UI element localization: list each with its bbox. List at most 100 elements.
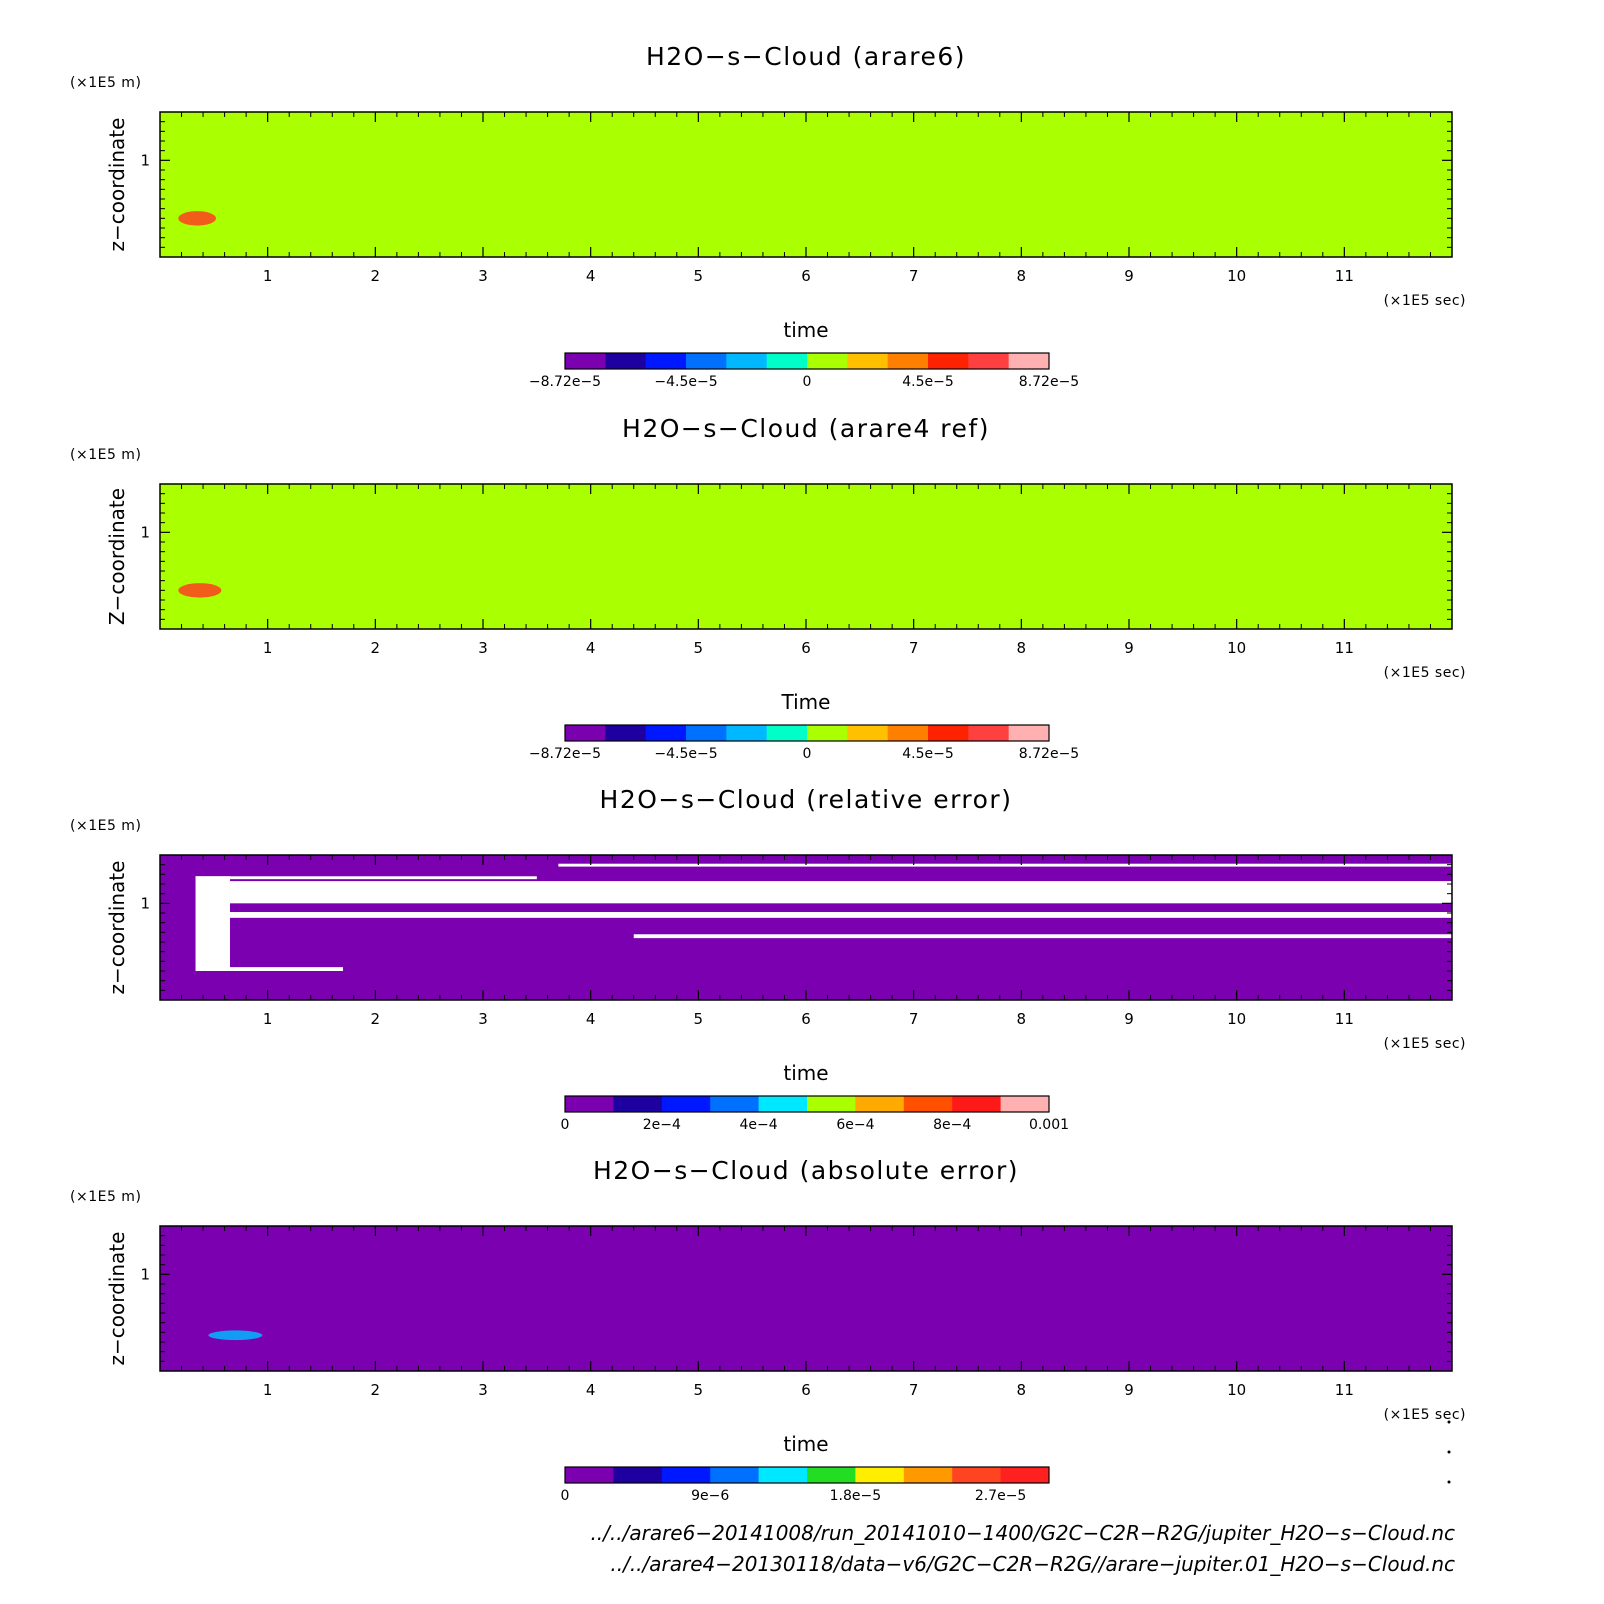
colorbar-frame — [564, 1466, 1050, 1484]
colorbar-cell — [1008, 353, 1050, 369]
colorbar-cell — [855, 1096, 905, 1112]
colorbar-cell — [686, 725, 727, 741]
x-tick-label: 8 — [1017, 1010, 1027, 1028]
chart-title: H2O−s−Cloud (relative error) — [600, 785, 1013, 814]
x-tick-label: 2 — [371, 267, 381, 285]
colorbar-cell — [645, 725, 687, 741]
x-unit-label: (×1E5 sec) — [1384, 293, 1466, 309]
colorbar-cell — [613, 1096, 663, 1112]
x-tick-label: 10 — [1227, 639, 1246, 657]
colorbar-cell — [887, 725, 929, 741]
blank-region — [197, 967, 344, 971]
x-tick-label: 4 — [586, 267, 596, 285]
y-unit-label: (×1E5 m) — [70, 1189, 141, 1205]
x-tick-label: 4 — [586, 639, 596, 657]
colorbar-cell — [928, 353, 969, 369]
colorbar-tick-label: −8.72e−5 — [529, 374, 601, 390]
colorbar-cell — [968, 353, 1010, 369]
x-tick-label: 6 — [801, 1010, 811, 1028]
file-path-arare6: ../../arare6−20141008/run_20141010−1400/… — [590, 1521, 1455, 1545]
chart-title: H2O−s−Cloud (absolute error) — [593, 1156, 1019, 1185]
field-background — [160, 112, 1452, 257]
x-unit-label: (×1E5 sec) — [1384, 1407, 1466, 1423]
x-unit-label: (×1E5 sec) — [1384, 1036, 1466, 1052]
x-tick-label: 1 — [263, 1010, 273, 1028]
colorbar-tick-label: −8.72e−5 — [529, 746, 601, 762]
y-tick-label: 1 — [140, 523, 150, 541]
colorbar-tick-label: −4.5e−5 — [654, 746, 717, 762]
colorbar-cell — [807, 1096, 856, 1112]
colorbar-cell — [758, 1467, 808, 1483]
x-tick-label: 4 — [586, 1010, 596, 1028]
colorbar-cell — [928, 725, 969, 741]
chart-panel: H2O−s−Cloud (absolute error) (×1E5 m) 1 2 3 4… — [70, 1156, 1466, 1504]
colorbar-cell — [645, 353, 687, 369]
x-tick-label: 10 — [1227, 1381, 1246, 1399]
field-feature — [178, 583, 222, 598]
x-axis-label: Time — [781, 690, 831, 714]
colorbar-cell — [1008, 725, 1050, 741]
x-tick-label: 2 — [371, 1010, 381, 1028]
blank-region — [195, 876, 537, 880]
colorbar-tick-label: 4.5e−5 — [902, 746, 954, 762]
colorbar-cell — [807, 353, 848, 369]
x-tick-label: 11 — [1335, 1381, 1354, 1399]
x-tick-label: 10 — [1227, 1010, 1246, 1028]
x-tick-label: 9 — [1124, 267, 1134, 285]
colorbar-cell — [807, 1467, 856, 1483]
chart-title: H2O−s−Cloud (arare4 ref) — [622, 414, 990, 443]
colorbar-cell — [1000, 1096, 1050, 1112]
colorbar-tick-label: 8.72e−5 — [1019, 746, 1079, 762]
colorbar-cell — [710, 1096, 760, 1112]
x-tick-label: 9 — [1124, 1010, 1134, 1028]
chart-panel: H2O−s−Cloud (arare6)(×1E5 m)1 2 3 4 5 6 7 8 9 10 1… — [70, 42, 1466, 390]
colorbar-tick-label: 8.72e−5 — [1019, 374, 1079, 390]
y-tick-label: 1 — [140, 1265, 150, 1283]
x-tick-label: 11 — [1335, 639, 1354, 657]
colorbar-cell — [726, 353, 768, 369]
colorbar-cell — [565, 725, 606, 741]
field-background — [160, 484, 1452, 629]
colorbar-frame — [564, 352, 1050, 370]
colorbar-cell — [605, 353, 647, 369]
colorbar-cell — [766, 353, 808, 369]
x-tick-label: 11 — [1335, 267, 1354, 285]
y-axis-label: z−coordinate — [105, 1232, 129, 1366]
colorbar-tick-label: 0 — [803, 374, 812, 390]
x-tick-label: 1 — [263, 1381, 273, 1399]
colorbar-tick-label: 0 — [561, 1488, 570, 1504]
x-tick-label: 1 — [263, 267, 273, 285]
blank-region — [558, 863, 1452, 867]
colorbar-tick-label: 4.5e−5 — [902, 374, 954, 390]
chart-title: H2O−s−Cloud (arare6) — [646, 42, 966, 71]
file-paths: ../../arare6−20141008/run_20141010−1400/… — [300, 1518, 1455, 1580]
colorbar-tick-label: 0 — [803, 746, 812, 762]
colorbar-cell — [807, 725, 848, 741]
colorbar-frame — [564, 724, 1050, 742]
x-tick-label: 4 — [586, 1381, 596, 1399]
colorbar-cell — [903, 1096, 953, 1112]
x-tick-label: 7 — [909, 1381, 919, 1399]
x-axis-label: time — [783, 1061, 828, 1085]
y-unit-label: (×1E5 m) — [70, 447, 141, 463]
colorbar-cell — [903, 1467, 953, 1483]
colorbar-cell — [565, 1096, 614, 1112]
colorbar-tick-label: 8e−4 — [933, 1117, 971, 1133]
x-tick-label: 3 — [478, 1010, 488, 1028]
chart-panel: H2O−s−Cloud (relative error) (×1E5 m) 1 2 3 4… — [70, 785, 1466, 1133]
colorbar-cell — [766, 725, 808, 741]
colorbar-cell — [952, 1096, 1002, 1112]
colorbar-tick-label: 2.7e−5 — [975, 1488, 1027, 1504]
colorbar-cell — [758, 1096, 808, 1112]
x-axis-label: time — [783, 1432, 828, 1456]
x-tick-label: 9 — [1124, 1381, 1134, 1399]
x-tick-label: 3 — [478, 267, 488, 285]
x-tick-label: 10 — [1227, 267, 1246, 285]
stray-mark — [1447, 1450, 1451, 1454]
y-axis-label: z−coordinate — [105, 118, 129, 252]
y-axis-label: Z−coordinate — [105, 488, 129, 625]
file-path-arare4: ../../arare4−20130118/data−v6/G2C−C2R−R2… — [610, 1552, 1455, 1576]
y-unit-label: (×1E5 m) — [70, 818, 141, 834]
field-feature — [208, 1330, 263, 1341]
x-axis-label: time — [783, 318, 828, 342]
